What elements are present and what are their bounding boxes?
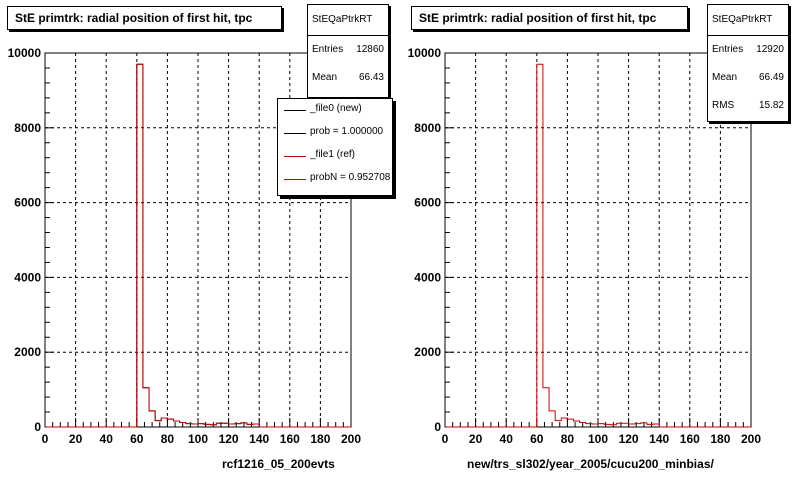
legend-entry: probN = 0.952708 xyxy=(278,168,392,191)
panel-1-x-axis-label: new/trs_sl302/year_2005/cucu200_minbias/ xyxy=(467,457,714,471)
stat-label: Entries xyxy=(312,44,344,55)
y-tick-label: 8000 xyxy=(14,121,41,135)
panel-0-statbox: StEQaPtrkRT Entries 12860 Mean 66.43 xyxy=(307,4,389,98)
x-tick-label: 60 xyxy=(130,432,144,446)
y-tick-label: 0 xyxy=(434,420,441,434)
legend-entry: prob = 1.000000 xyxy=(278,122,392,145)
y-tick-label: 2000 xyxy=(414,345,441,359)
stat-value: 66.43 xyxy=(358,72,384,83)
x-tick-label: 100 xyxy=(188,432,208,446)
legend-line xyxy=(284,156,306,157)
y-tick-label: 4000 xyxy=(14,270,41,284)
stat-value: 12920 xyxy=(756,44,784,55)
y-tick-label: 0 xyxy=(34,420,41,434)
stat-value: 15.82 xyxy=(758,100,784,111)
panel-1-title: StE primtrk: radial position of first hi… xyxy=(411,6,688,30)
y-tick-label: 6000 xyxy=(414,196,441,210)
x-tick-label: 40 xyxy=(500,432,514,446)
legend-line xyxy=(284,179,306,180)
stat-label: Entries xyxy=(712,44,744,55)
stat-name: StEQaPtrkRT xyxy=(708,5,788,36)
panel-0-legend: _file0 (new) prob = 1.000000 _file1 (ref… xyxy=(277,98,393,196)
x-tick-label: 80 xyxy=(161,432,175,446)
panel-0-title: StE primtrk: radial position of first hi… xyxy=(7,6,282,30)
legend-entry: _file0 (new) xyxy=(278,99,392,122)
x-tick-label: 80 xyxy=(561,432,575,446)
stat-label: Mean xyxy=(312,72,338,83)
y-tick-label: 2000 xyxy=(14,345,41,359)
stat-row-rms: RMS 15.82 xyxy=(708,92,788,120)
x-tick-label: 160 xyxy=(680,432,700,446)
stat-value: 12860 xyxy=(356,44,384,55)
stat-row-entries: Entries 12920 xyxy=(708,36,788,64)
y-tick-label: 10000 xyxy=(408,46,442,60)
x-tick-label: 120 xyxy=(619,432,639,446)
stat-row-mean: Mean 66.43 xyxy=(308,64,388,92)
histogram-series-b xyxy=(45,63,351,428)
x-tick-label: 0 xyxy=(442,432,449,446)
y-tick-label: 10000 xyxy=(8,46,42,60)
legend-label: probN = 0.952708 xyxy=(310,172,391,183)
x-tick-label: 160 xyxy=(280,432,300,446)
x-tick-label: 20 xyxy=(469,432,483,446)
stat-row-mean: Mean 66.49 xyxy=(708,64,788,92)
x-tick-label: 180 xyxy=(310,432,330,446)
histogram-series-a xyxy=(445,63,751,428)
x-tick-label: 120 xyxy=(219,432,239,446)
legend-line xyxy=(284,110,306,111)
stat-label: Mean xyxy=(712,72,738,83)
y-tick-label: 6000 xyxy=(14,196,41,210)
legend-entry: _file1 (ref) xyxy=(278,145,392,168)
stat-row-entries: Entries 12860 xyxy=(308,36,388,64)
legend-label: _file1 (ref) xyxy=(310,149,356,160)
panel-1-statbox: StEQaPtrkRT Entries 12920 Mean 66.49 RMS… xyxy=(707,4,789,122)
stat-value: 66.49 xyxy=(758,72,784,83)
x-tick-label: 180 xyxy=(710,432,730,446)
y-tick-label: 4000 xyxy=(414,270,441,284)
stat-label: RMS xyxy=(712,100,735,111)
legend-line xyxy=(284,133,306,134)
legend-label: _file0 (new) xyxy=(310,103,362,114)
x-tick-label: 140 xyxy=(649,432,669,446)
x-tick-label: 0 xyxy=(42,432,49,446)
x-tick-label: 60 xyxy=(530,432,544,446)
x-tick-label: 140 xyxy=(249,432,269,446)
panel-0-x-axis-label: rcf1216_05_200evts xyxy=(222,457,335,471)
stat-name: StEQaPtrkRT xyxy=(308,5,388,36)
x-tick-label: 200 xyxy=(741,432,761,446)
x-tick-label: 100 xyxy=(588,432,608,446)
x-tick-label: 200 xyxy=(341,432,361,446)
legend-label: prob = 1.000000 xyxy=(310,126,384,137)
y-tick-label: 8000 xyxy=(414,121,441,135)
x-tick-label: 20 xyxy=(69,432,83,446)
x-tick-label: 40 xyxy=(100,432,114,446)
